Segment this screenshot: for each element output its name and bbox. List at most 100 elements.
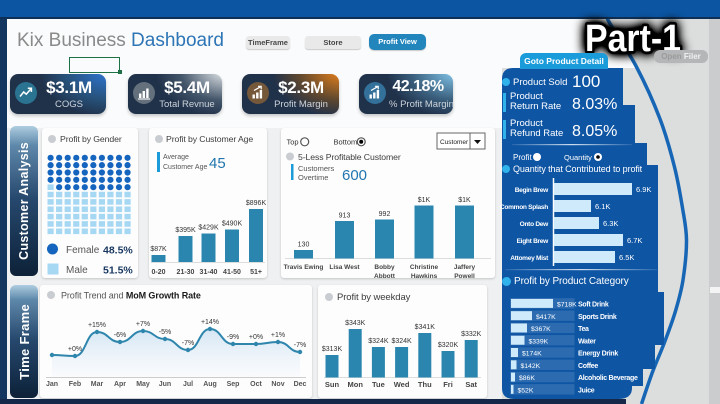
svg-text:-5%: -5% — [159, 329, 171, 336]
svg-text:Customers: Customers — [298, 164, 335, 173]
svg-text:21-30: 21-30 — [177, 269, 195, 276]
svg-text:Bottom: Bottom — [334, 138, 358, 147]
svg-text:48.5%: 48.5% — [103, 245, 133, 257]
svg-text:-7%: -7% — [182, 340, 194, 347]
svg-text:Fri: Fri — [443, 380, 453, 389]
svg-text:-6%: -6% — [114, 332, 126, 339]
svg-text:Juice: Juice — [578, 387, 595, 394]
svg-text:6.1K: 6.1K — [595, 202, 610, 211]
svg-text:6.7K: 6.7K — [627, 236, 642, 245]
svg-text:+0%: +0% — [249, 334, 263, 341]
svg-text:$718K: $718K — [557, 302, 577, 309]
svg-text:Alcoholic Beverage: Alcoholic Beverage — [578, 375, 638, 382]
svg-text:$417K: $417K — [536, 314, 556, 321]
svg-text:Apr: Apr — [114, 381, 126, 388]
svg-text:$896K: $896K — [246, 200, 267, 207]
svg-text:Jul: Jul — [183, 381, 193, 388]
svg-text:Common Splash: Common Splash — [500, 204, 548, 211]
svg-text:5-Less Profitable Customer: 5-Less Profitable Customer — [298, 152, 401, 162]
svg-text:+7%: +7% — [136, 321, 150, 328]
svg-text:Attomey Mist: Attomey Mist — [510, 255, 549, 262]
svg-text:Thu: Thu — [418, 380, 432, 389]
svg-text:Coffee: Coffee — [578, 363, 598, 370]
svg-text:$1K: $1K — [458, 197, 471, 204]
svg-text:Abbott: Abbott — [374, 273, 396, 278]
svg-text:Quantity: Quantity — [564, 153, 592, 162]
svg-text:Christine: Christine — [410, 264, 439, 271]
svg-text:$341K: $341K — [415, 324, 436, 331]
svg-text:+14%: +14% — [201, 319, 219, 326]
svg-text:130: 130 — [298, 242, 310, 249]
svg-text:Sep: Sep — [227, 381, 240, 388]
svg-text:41-50: 41-50 — [223, 269, 241, 276]
svg-text:Tue: Tue — [372, 380, 385, 389]
svg-text:Dec: Dec — [294, 381, 307, 388]
svg-text:Lisa West: Lisa West — [329, 264, 360, 271]
svg-text:+1%: +1% — [271, 332, 285, 339]
svg-text:$86K: $86K — [519, 375, 535, 382]
svg-text:Tea: Tea — [578, 326, 589, 333]
svg-text:Energy Drink: Energy Drink — [578, 351, 618, 358]
svg-text:Eight Brew: Eight Brew — [517, 238, 550, 245]
svg-text:913: 913 — [339, 213, 351, 220]
svg-text:Bobby: Bobby — [374, 264, 395, 271]
svg-text:Average: Average — [163, 154, 189, 161]
svg-text:-7%: -7% — [294, 342, 306, 349]
svg-text:$52K: $52K — [518, 387, 534, 394]
svg-text:$332K: $332K — [461, 331, 482, 338]
svg-text:6.5K: 6.5K — [619, 253, 634, 262]
svg-text:Aug: Aug — [203, 381, 217, 388]
svg-text:Onto Dew: Onto Dew — [520, 221, 550, 228]
svg-text:-9%: -9% — [227, 334, 239, 341]
svg-text:+15%: +15% — [88, 322, 106, 329]
svg-text:Travis Ewing: Travis Ewing — [284, 264, 324, 271]
svg-text:$324K: $324K — [368, 338, 389, 345]
svg-text:Jan: Jan — [46, 381, 58, 388]
svg-text:$87K: $87K — [150, 246, 167, 253]
svg-text:Overtime: Overtime — [298, 173, 328, 182]
svg-text:51+: 51+ — [250, 269, 262, 276]
svg-text:$367K: $367K — [531, 326, 551, 333]
svg-text:Jun: Jun — [159, 381, 171, 388]
svg-text:Sun: Sun — [325, 380, 340, 389]
svg-text:Hawkins: Hawkins — [411, 273, 438, 278]
svg-text:$395K: $395K — [175, 227, 196, 234]
svg-text:Feb: Feb — [69, 381, 81, 388]
svg-text:Female: Female — [66, 245, 100, 256]
svg-text:Profit: Profit — [513, 153, 532, 162]
svg-text:Top: Top — [287, 138, 299, 147]
svg-text:992: 992 — [379, 211, 391, 218]
svg-text:$343K: $343K — [345, 320, 366, 327]
svg-text:Customer Age: Customer Age — [163, 164, 207, 171]
svg-text:600: 600 — [342, 167, 367, 184]
svg-text:$320K: $320K — [438, 342, 459, 349]
svg-text:Profit Trend and MoM Growth Ra: Profit Trend and MoM Growth Rate — [61, 291, 201, 301]
svg-text:Nov: Nov — [271, 381, 284, 388]
svg-text:Water: Water — [578, 338, 596, 345]
svg-text:45: 45 — [209, 155, 226, 172]
svg-text:Powell: Powell — [454, 273, 475, 278]
svg-text:Mon: Mon — [347, 380, 363, 389]
svg-text:$142K: $142K — [521, 363, 541, 370]
svg-text:$324K: $324K — [391, 338, 412, 345]
svg-text:Oct: Oct — [250, 381, 262, 388]
svg-text:Male: Male — [66, 265, 88, 276]
svg-text:6.9K: 6.9K — [636, 185, 651, 194]
svg-text:0-20: 0-20 — [151, 269, 165, 276]
svg-text:Customer: Customer — [440, 139, 469, 146]
svg-text:Wed: Wed — [394, 380, 410, 389]
svg-text:Sat: Sat — [465, 380, 477, 389]
svg-text:$339K: $339K — [529, 338, 549, 345]
svg-text:$1K: $1K — [418, 197, 431, 204]
svg-text:$174K: $174K — [522, 351, 542, 358]
svg-text:+0%: +0% — [68, 346, 82, 353]
svg-text:6.3K: 6.3K — [603, 219, 618, 228]
svg-text:Begin Brew: Begin Brew — [515, 187, 549, 194]
svg-text:51.5%: 51.5% — [103, 265, 133, 277]
svg-text:$313K: $313K — [322, 346, 343, 353]
svg-text:Soft Drink: Soft Drink — [578, 302, 609, 309]
svg-text:$429K: $429K — [198, 225, 219, 232]
svg-text:31-40: 31-40 — [200, 269, 218, 276]
svg-text:May: May — [136, 381, 150, 388]
svg-text:$490K: $490K — [222, 221, 243, 228]
